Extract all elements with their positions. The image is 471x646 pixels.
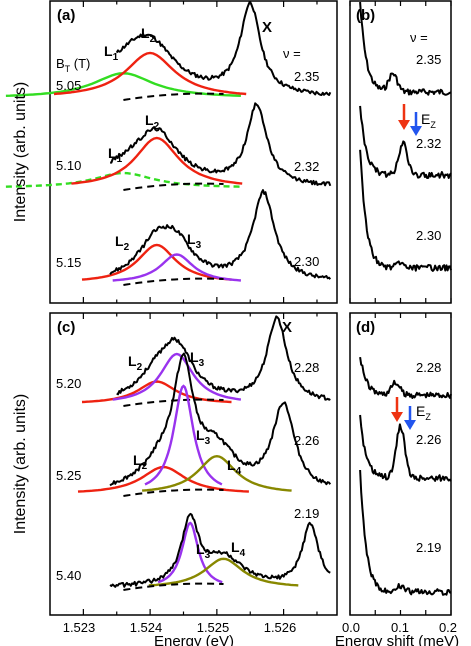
ez-label: EZ xyxy=(421,111,436,130)
x-tick-label: 1.523 xyxy=(63,620,96,635)
x-tick-label: 0.0 xyxy=(342,620,360,635)
fit-curve-l3 xyxy=(112,352,242,401)
panel-a-x-peak-label: X xyxy=(262,19,272,36)
component-label-l3: L3 xyxy=(190,349,205,369)
panel-c-label: (c) xyxy=(57,319,75,336)
shift-trace xyxy=(359,149,452,272)
shift-trace xyxy=(359,414,452,482)
component-label-l3: L3 xyxy=(187,231,202,251)
nu-label: 2.26 xyxy=(416,432,441,447)
fit-curve-l4 xyxy=(148,557,299,587)
background-fit xyxy=(123,582,224,591)
panel-d-label: (d) xyxy=(356,319,375,336)
x-tick-label: 1.526 xyxy=(264,620,297,635)
component-label-l2: L2 xyxy=(115,233,130,253)
spectrum-trace xyxy=(109,352,332,487)
nu-label: 2.19 xyxy=(294,506,319,521)
nu-label: 2.35 xyxy=(416,52,441,67)
field-label: 5.10 xyxy=(56,158,81,173)
spectrum-trace xyxy=(109,512,331,588)
nu-label: 2.30 xyxy=(416,228,441,243)
fit-curve-l2 xyxy=(81,380,232,404)
nu-label: 2.32 xyxy=(416,136,441,151)
red-arrow-head xyxy=(398,120,410,130)
component-label-l1: L1 xyxy=(108,145,123,165)
component-label-l1: L1 xyxy=(104,43,119,63)
background-fit xyxy=(123,277,224,286)
fit-curve-l1 xyxy=(5,171,241,188)
fit-curve-l4 xyxy=(142,454,292,492)
component-label-l4: L4 xyxy=(227,457,242,477)
ez-arrow-head xyxy=(404,420,416,430)
shift-trace xyxy=(359,105,452,179)
nu-label: 2.28 xyxy=(294,360,319,375)
component-label-l2: L2 xyxy=(145,112,160,132)
nu-label: 2.26 xyxy=(294,433,319,448)
shift-trace xyxy=(359,356,452,399)
x-tick-label: 1.524 xyxy=(130,620,163,635)
field-label: 5.25 xyxy=(56,468,81,483)
panel-b-label: (b) xyxy=(356,7,375,24)
nu-label: 2.30 xyxy=(294,254,319,269)
red-arrow-head xyxy=(391,412,403,422)
nu-label: 2.19 xyxy=(416,540,441,555)
background-fit xyxy=(123,92,224,101)
component-label-l4: L4 xyxy=(231,539,246,559)
panel-b-nu-header: ν = xyxy=(410,30,428,45)
x-tick-label: 1.525 xyxy=(197,620,230,635)
x-tick-label: 0.1 xyxy=(391,620,409,635)
y-axis-label-top: Intensity (arb. units) xyxy=(12,82,29,223)
nu-label: 2.32 xyxy=(294,159,319,174)
y-axis-label-bottom: Intensity (arb. units) xyxy=(12,394,29,535)
fit-curve-l3 xyxy=(157,521,223,584)
fit-curve-l2 xyxy=(81,243,232,281)
field-label: 5.05 xyxy=(56,78,81,93)
field-label: 5.15 xyxy=(56,255,81,270)
component-label-l2: L2 xyxy=(128,353,143,373)
ez-arrow-head xyxy=(410,126,422,136)
axis-ticks xyxy=(82,1,452,615)
arrows-d: EZ xyxy=(391,397,431,430)
background-fit xyxy=(123,488,224,497)
component-label-l2: L2 xyxy=(141,25,156,45)
x-axis-label-energy: Energy (eV) xyxy=(154,633,234,646)
panel-a-label: (a) xyxy=(57,7,75,24)
component-labels: L2 L1 L2 L1 L2 L3 L2 L3 L2 L3 L4 L3 L4 xyxy=(104,25,246,561)
fit-curve-l2 xyxy=(71,136,243,185)
x-tick-label: 0.2 xyxy=(439,620,457,635)
panel-d-frame xyxy=(349,312,452,616)
panel-a-frame xyxy=(49,0,338,304)
panel-a-nu-header: ν = xyxy=(283,46,301,61)
spectrum-trace xyxy=(109,189,332,280)
ez-label: EZ xyxy=(416,403,431,422)
component-label-l2: L2 xyxy=(133,452,148,472)
fit-curves xyxy=(5,51,299,591)
panel-c-frame xyxy=(49,312,338,616)
field-label: 5.40 xyxy=(56,568,81,583)
shift-trace xyxy=(359,469,452,596)
nu-label: 2.28 xyxy=(416,360,441,375)
fit-curve-l2 xyxy=(53,51,247,96)
spectrum-trace xyxy=(116,315,331,401)
field-label: 5.20 xyxy=(56,376,81,391)
background-fit xyxy=(123,182,224,191)
shift-trace xyxy=(359,1,452,96)
component-label-l3: L3 xyxy=(196,541,211,561)
data-traces xyxy=(109,0,452,596)
component-label-l3: L3 xyxy=(196,427,211,447)
fit-curve-l3 xyxy=(144,384,223,486)
spectrum-trace xyxy=(115,0,332,96)
arrows-b: EZ xyxy=(398,104,436,136)
field-header: BT (T) xyxy=(56,56,90,74)
spectrum-trace xyxy=(110,102,332,187)
x-axis-label-energy-shift: Energy shift (meV) xyxy=(335,633,459,646)
panel-c-x-peak-label: X xyxy=(282,319,292,336)
nu-label: 2.35 xyxy=(294,69,319,84)
